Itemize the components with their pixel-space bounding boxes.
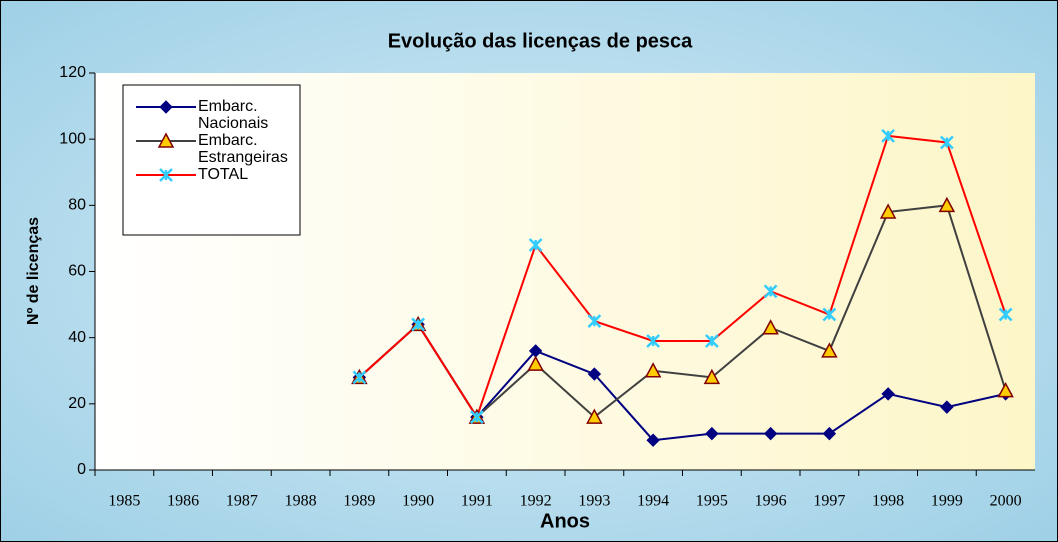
legend-marker	[159, 168, 173, 182]
point	[881, 128, 896, 143]
y-tick-label: 40	[68, 329, 86, 346]
legend-marker	[157, 132, 175, 148]
point	[762, 319, 779, 335]
legend-marker	[159, 100, 173, 114]
point	[939, 135, 954, 150]
x-tick-label: 1991	[461, 493, 493, 510]
y-axis-label: Nº de licenças	[25, 217, 42, 325]
point	[587, 367, 602, 381]
point	[528, 238, 543, 252]
x-tick-label: 1997	[813, 493, 845, 510]
x-tick-label: 1998	[872, 493, 904, 510]
point	[879, 203, 897, 219]
x-tick-label: 1992	[520, 493, 552, 510]
point	[644, 362, 662, 378]
y-tick-label: 100	[59, 130, 86, 147]
y-tick-label: 60	[68, 263, 86, 280]
point	[411, 317, 426, 332]
y-tick-label: 0	[77, 461, 86, 478]
x-tick-label: 1994	[637, 493, 669, 510]
point	[586, 408, 603, 424]
point	[822, 426, 837, 441]
point	[705, 426, 719, 441]
point	[587, 314, 602, 329]
legend-label: TOTAL	[198, 166, 249, 183]
point	[646, 433, 660, 447]
y-tick-label: 80	[68, 197, 86, 214]
legend-box	[122, 84, 301, 236]
point	[703, 368, 721, 385]
x-tick-label: 1987	[226, 493, 258, 510]
x-tick-label: 1996	[755, 493, 787, 510]
legend-label: Embarc. Nacionais	[198, 98, 269, 132]
chart-title: Evolução das licenças de pesca	[388, 30, 693, 52]
point	[881, 387, 895, 401]
x-tick-label: 1986	[167, 493, 199, 510]
x-tick-label: 1990	[402, 493, 434, 510]
point	[997, 382, 1014, 398]
point	[763, 426, 778, 441]
point	[998, 307, 1013, 322]
series-line	[358, 134, 1007, 420]
point	[821, 342, 838, 358]
point	[527, 355, 544, 371]
x-tick-label: 2000	[990, 493, 1022, 510]
point	[352, 370, 367, 385]
x-tick-label: 1995	[696, 493, 728, 510]
x-axis-label: Anos	[540, 510, 590, 532]
point	[646, 334, 661, 348]
point	[469, 410, 484, 424]
x-tick-label: 1988	[285, 493, 317, 510]
y-tick-label: 120	[59, 64, 86, 81]
point	[763, 284, 778, 299]
point	[938, 196, 956, 213]
point	[822, 307, 837, 322]
x-tick-label: 1999	[931, 493, 963, 510]
x-tick-label: 1993	[578, 493, 610, 510]
legend-label: Embarc. Estrangeiras	[198, 132, 288, 166]
point	[704, 334, 719, 348]
point	[940, 400, 954, 414]
x-tick-label: 1985	[108, 493, 140, 510]
y-tick-label: 20	[68, 395, 86, 412]
x-tick-label: 1989	[343, 493, 375, 510]
